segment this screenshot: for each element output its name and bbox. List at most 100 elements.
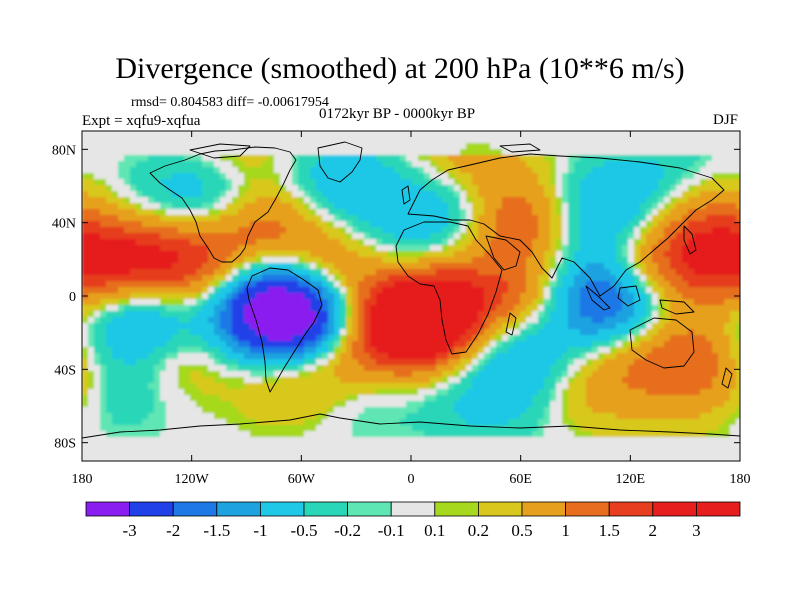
field-cell bbox=[298, 389, 305, 396]
field-cell bbox=[262, 401, 269, 408]
field-cell bbox=[238, 383, 245, 390]
field-cell bbox=[460, 275, 467, 282]
field-cell bbox=[490, 377, 497, 384]
field-cell bbox=[430, 305, 437, 312]
field-cell bbox=[496, 311, 503, 318]
field-cell bbox=[406, 275, 413, 282]
field-cell bbox=[364, 221, 371, 228]
field-cell bbox=[670, 299, 677, 306]
field-cell bbox=[208, 131, 215, 138]
field-cell bbox=[568, 197, 575, 204]
field-cell bbox=[454, 221, 461, 228]
field-cell bbox=[214, 215, 221, 222]
field-cell bbox=[628, 173, 635, 180]
field-cell bbox=[610, 257, 617, 264]
field-cell bbox=[184, 233, 191, 240]
field-cell bbox=[436, 395, 443, 402]
field-cell bbox=[442, 317, 449, 324]
field-cell bbox=[592, 323, 599, 330]
field-cell bbox=[358, 377, 365, 384]
field-cell bbox=[346, 239, 353, 246]
field-cell bbox=[706, 173, 713, 180]
field-cell bbox=[316, 215, 323, 222]
field-cell bbox=[712, 395, 719, 402]
field-cell bbox=[226, 377, 233, 384]
field-cell bbox=[412, 155, 419, 162]
field-cell bbox=[730, 383, 737, 390]
field-cell bbox=[214, 299, 221, 306]
field-cell bbox=[574, 389, 581, 396]
field-cell bbox=[664, 221, 671, 228]
field-cell bbox=[118, 245, 125, 252]
field-cell bbox=[316, 239, 323, 246]
field-cell bbox=[148, 389, 155, 396]
field-cell bbox=[88, 389, 95, 396]
field-cell bbox=[616, 203, 623, 210]
field-cell bbox=[706, 257, 713, 264]
field-cell bbox=[646, 263, 653, 270]
field-cell bbox=[352, 161, 359, 168]
field-cell bbox=[160, 131, 167, 138]
field-cell bbox=[526, 197, 533, 204]
field-cell bbox=[688, 323, 695, 330]
field-cell bbox=[310, 185, 317, 192]
field-cell bbox=[478, 227, 485, 234]
field-cell bbox=[88, 215, 95, 222]
field-cell bbox=[454, 317, 461, 324]
field-cell bbox=[580, 251, 587, 258]
field-cell bbox=[442, 167, 449, 174]
field-cell bbox=[274, 149, 281, 156]
field-cell bbox=[160, 269, 167, 276]
field-cell bbox=[448, 209, 455, 216]
field-cell bbox=[490, 251, 497, 258]
field-cell bbox=[322, 293, 329, 300]
field-cell bbox=[232, 263, 239, 270]
field-cell bbox=[214, 263, 221, 270]
field-cell bbox=[502, 143, 509, 150]
field-cell bbox=[436, 173, 443, 180]
field-cell bbox=[196, 185, 203, 192]
field-cell bbox=[712, 359, 719, 366]
field-cell bbox=[412, 269, 419, 276]
field-cell bbox=[406, 251, 413, 258]
field-cell bbox=[700, 389, 707, 396]
field-cell bbox=[112, 161, 119, 168]
field-cell bbox=[274, 173, 281, 180]
field-cell bbox=[418, 149, 425, 156]
field-cell bbox=[490, 395, 497, 402]
field-cell bbox=[172, 239, 179, 246]
field-cell bbox=[304, 305, 311, 312]
field-cell bbox=[496, 197, 503, 204]
field-cell bbox=[256, 179, 263, 186]
field-cell bbox=[220, 137, 227, 144]
field-cell bbox=[292, 227, 299, 234]
field-cell bbox=[472, 143, 479, 150]
field-cell bbox=[532, 191, 539, 198]
field-cell bbox=[328, 155, 335, 162]
field-cell bbox=[736, 311, 740, 318]
field-cell bbox=[106, 227, 113, 234]
field-cell bbox=[622, 215, 629, 222]
field-cell bbox=[328, 305, 335, 312]
field-cell bbox=[106, 323, 113, 330]
field-cell bbox=[430, 149, 437, 156]
field-cell bbox=[646, 377, 653, 384]
field-cell bbox=[328, 131, 335, 138]
field-cell bbox=[688, 263, 695, 270]
field-cell bbox=[190, 293, 197, 300]
field-cell bbox=[148, 287, 155, 294]
field-cell bbox=[88, 203, 95, 210]
field-cell bbox=[322, 401, 329, 408]
field-cell bbox=[280, 377, 287, 384]
field-cell bbox=[304, 251, 311, 258]
field-cell bbox=[106, 263, 113, 270]
field-cell bbox=[658, 377, 665, 384]
field-cell bbox=[454, 227, 461, 234]
field-cell bbox=[232, 299, 239, 306]
field-cell bbox=[250, 347, 257, 354]
field-cell bbox=[340, 263, 347, 270]
field-cell bbox=[514, 335, 521, 342]
field-cell bbox=[580, 245, 587, 252]
field-cell bbox=[214, 197, 221, 204]
field-cell bbox=[154, 275, 161, 282]
